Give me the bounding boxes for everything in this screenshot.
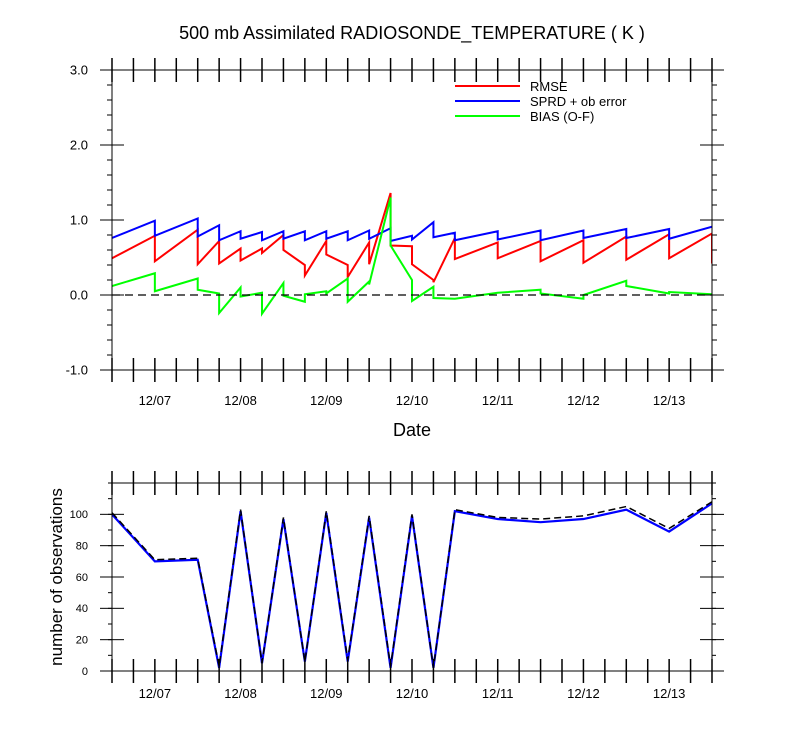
series-line-rmse xyxy=(112,192,712,283)
y-tick-label: 60 xyxy=(76,572,88,584)
x-axis-label: Date xyxy=(393,420,431,440)
legend-label: BIAS (O-F) xyxy=(530,109,594,124)
x-tick-label: 12/09 xyxy=(310,393,343,408)
y-tick-label: 2.0 xyxy=(70,138,88,153)
series-line-bias-o-f xyxy=(112,197,712,317)
x-tick-label: 12/11 xyxy=(482,393,514,408)
y-tick-label: 3.0 xyxy=(70,63,88,78)
x-tick-label: 12/10 xyxy=(396,393,429,408)
y-tick-label: -1.0 xyxy=(66,363,88,378)
x-tick-label: 12/13 xyxy=(653,393,686,408)
x-tick-label: 12/09 xyxy=(310,686,343,701)
y-axis-label: number of observations xyxy=(47,488,66,666)
x-tick-label: 12/07 xyxy=(139,686,172,701)
legend-label: SPRD + ob error xyxy=(530,94,627,109)
x-tick-label: 12/12 xyxy=(567,393,600,408)
chart-title: 500 mb Assimilated RADIOSONDE_TEMPERATUR… xyxy=(179,23,645,44)
y-tick-label: 100 xyxy=(70,509,88,521)
bottom-chart: 0 20 40 60 80 100 12/07 12/08 12/09 12/10 12/11 12… xyxy=(47,471,724,701)
y-tick-label: 0 xyxy=(82,666,88,678)
series-line-sprd-ob-error xyxy=(112,217,712,243)
y-tick-label: 1.0 xyxy=(70,213,88,228)
x-tick-label: 12/08 xyxy=(224,686,257,701)
x-tick-label: 12/10 xyxy=(396,686,429,701)
top-chart: 500 mb Assimilated RADIOSONDE_TEMPERATUR… xyxy=(66,23,724,440)
series-line-possible xyxy=(112,501,712,668)
legend-label: RMSE xyxy=(530,79,568,94)
y-tick-label: 80 xyxy=(76,541,88,553)
x-tick-label: 12/08 xyxy=(224,393,257,408)
y-tick-label: 0.0 xyxy=(70,288,88,303)
y-tick-label: 20 xyxy=(76,635,88,647)
x-tick-label: 12/07 xyxy=(139,393,172,408)
x-tick-label: 12/11 xyxy=(482,686,514,701)
x-tick-label: 12/12 xyxy=(567,686,600,701)
y-tick-label: 40 xyxy=(76,603,88,615)
x-tick-label: 12/13 xyxy=(653,686,686,701)
